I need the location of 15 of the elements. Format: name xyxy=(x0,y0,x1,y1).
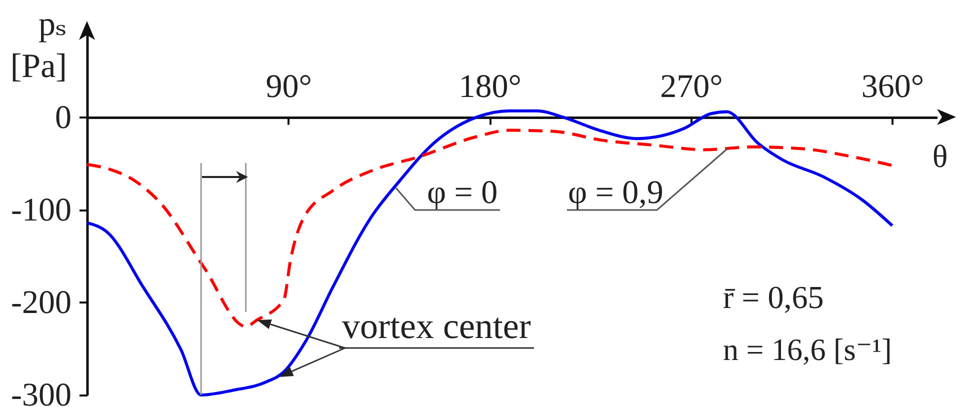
y-tick-label: 0 xyxy=(55,100,72,136)
annotation: vortex center xyxy=(342,306,531,346)
x-tick-label: 360° xyxy=(861,68,924,105)
y-tick-label: -300 xyxy=(11,378,72,407)
y-tick-label: -200 xyxy=(11,284,72,321)
series-label: φ = 0,9 xyxy=(568,175,664,211)
annotation: n = 16,6 [s⁻¹] xyxy=(723,332,892,367)
x-tick-label: 180° xyxy=(458,68,522,105)
x-tick-label: 90° xyxy=(266,68,312,105)
x-tick-label: 270° xyxy=(660,68,723,105)
y-tick-label: -100 xyxy=(11,192,72,228)
x-axis-title: θ xyxy=(932,138,948,174)
annotation: r̄ = 0,65 xyxy=(723,279,824,315)
series-label: φ = 0 xyxy=(427,175,498,211)
y-axis-title: pₛ [Pa] xyxy=(10,6,67,85)
